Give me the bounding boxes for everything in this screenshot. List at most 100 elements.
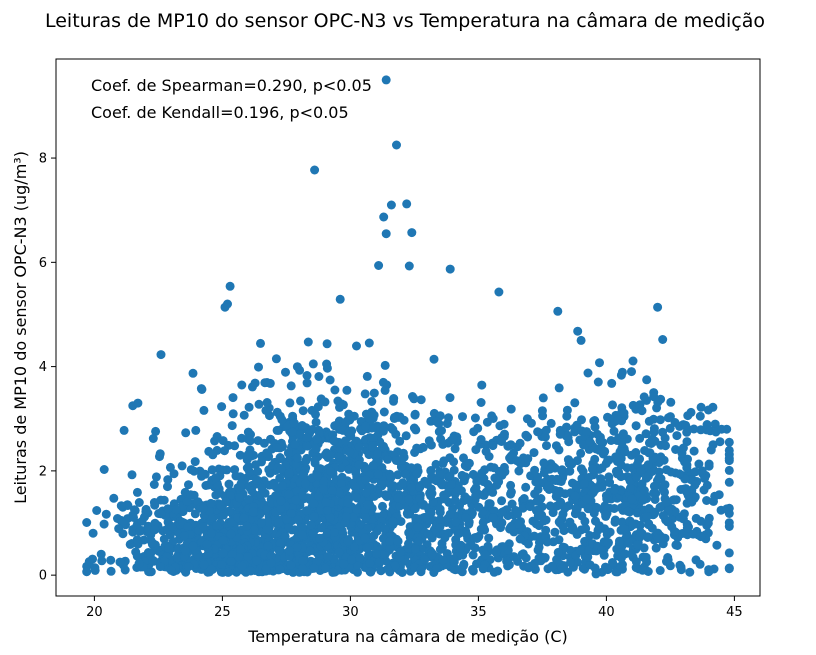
data-point (383, 564, 393, 574)
data-point (547, 561, 557, 571)
data-point (90, 565, 100, 575)
data-point (507, 499, 517, 509)
data-point (285, 398, 295, 408)
data-point (576, 335, 586, 345)
data-point (242, 463, 252, 473)
data-point (246, 566, 256, 576)
data-point (97, 556, 107, 566)
data-point (274, 518, 284, 528)
data-point (322, 339, 332, 349)
data-point (513, 509, 523, 519)
data-point (463, 495, 473, 505)
data-point (620, 447, 630, 457)
data-point (515, 438, 525, 448)
data-point (207, 465, 217, 475)
data-point (625, 483, 635, 493)
data-point (198, 504, 208, 514)
data-points (82, 75, 734, 579)
data-point (366, 567, 376, 577)
data-point (243, 427, 253, 437)
data-point (224, 507, 234, 517)
data-point (212, 521, 222, 531)
kendall-annotation: Coef. de Kendall=0.196, p<0.05 (91, 103, 349, 122)
data-point (456, 543, 465, 553)
data-point (365, 559, 375, 568)
data-point (148, 434, 158, 443)
data-point (82, 567, 92, 577)
data-point (364, 338, 374, 348)
data-point (688, 529, 698, 539)
data-point (468, 564, 477, 574)
data-point (703, 405, 713, 415)
data-point (354, 460, 364, 470)
data-point (381, 75, 391, 85)
data-point (388, 516, 398, 526)
data-point (322, 359, 332, 369)
data-point (643, 532, 653, 542)
data-point (357, 520, 366, 530)
data-point (84, 557, 94, 567)
data-point (92, 506, 102, 515)
data-point (593, 377, 603, 387)
data-point (582, 494, 592, 504)
data-point (373, 469, 383, 479)
data-point (199, 560, 209, 570)
data-point (308, 359, 318, 369)
data-point (682, 523, 692, 533)
data-point (575, 546, 585, 556)
data-point (407, 228, 417, 238)
data-point (410, 504, 420, 514)
data-point (623, 506, 633, 516)
data-point (579, 479, 589, 489)
data-point (491, 548, 501, 558)
data-point (237, 380, 247, 390)
data-point (339, 559, 349, 569)
data-point (464, 458, 474, 468)
data-point (643, 460, 653, 470)
data-point (644, 438, 654, 448)
data-point (506, 522, 516, 532)
data-point (351, 492, 361, 502)
data-point (256, 338, 265, 348)
x-tick-label: 30 (342, 605, 359, 620)
data-point (582, 427, 592, 437)
data-point (248, 507, 258, 517)
axis-ticks: 20 25 30 35 40 45 0 2 4 6 8 (39, 152, 743, 620)
y-tick-label: 4 (39, 360, 47, 375)
data-point (668, 495, 678, 505)
data-point (626, 549, 636, 559)
data-point (661, 441, 670, 451)
data-point (644, 448, 654, 458)
data-point (480, 550, 490, 560)
data-point (478, 564, 488, 574)
data-point (416, 395, 426, 405)
data-point (378, 426, 388, 436)
data-point (477, 380, 487, 390)
data-point (663, 413, 673, 423)
data-point (252, 475, 262, 485)
data-point (632, 508, 642, 518)
data-point (522, 414, 532, 424)
data-point (609, 426, 619, 436)
data-point (217, 402, 227, 412)
data-point (385, 536, 395, 546)
data-point (386, 200, 396, 210)
data-point (499, 419, 509, 429)
data-point (368, 461, 378, 470)
data-point (603, 538, 613, 548)
data-point (695, 559, 705, 569)
data-point (601, 510, 611, 520)
data-point (704, 461, 714, 471)
data-point (557, 563, 567, 573)
data-point (426, 491, 436, 501)
data-point (628, 520, 638, 530)
data-point (202, 539, 212, 549)
data-point (644, 416, 654, 426)
data-point (300, 479, 310, 489)
data-point (497, 518, 507, 528)
data-point (362, 543, 372, 553)
data-point (199, 405, 209, 415)
data-point (278, 481, 287, 491)
data-point (473, 423, 483, 433)
data-point (596, 474, 606, 484)
